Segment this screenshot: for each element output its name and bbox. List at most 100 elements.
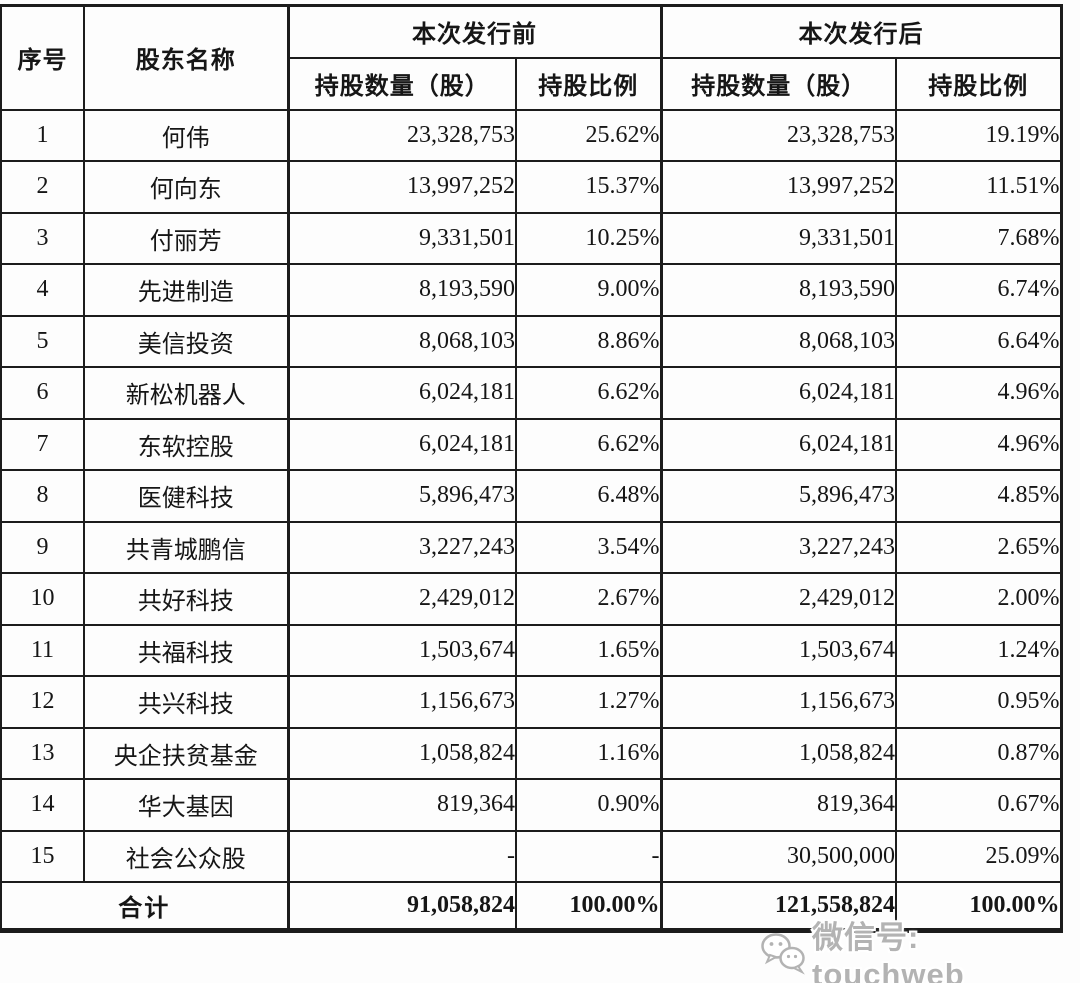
- total-ratio-before: 100.00%: [515, 881, 662, 931]
- cell-ratio-after: 4.96%: [895, 417, 1062, 471]
- cell-shares-before: 8,193,590: [286, 263, 517, 317]
- cell-shares-after: 13,997,252: [659, 160, 897, 214]
- cell-shares-before: 2,429,012: [286, 572, 517, 626]
- cell-shareholder-name: 华大基因: [83, 778, 289, 832]
- cell-ratio-after: 25.09%: [895, 829, 1062, 883]
- table-row: 9 共青城鹏信 3,227,243 3.54% 3,227,243 2.65%: [0, 520, 1062, 574]
- cell-shareholder-name: 共福科技: [83, 623, 289, 677]
- cell-shares-after: 6,024,181: [659, 417, 897, 471]
- cell-shares-after: 5,896,473: [659, 469, 897, 523]
- cell-ratio-before: 25.62%: [515, 108, 662, 162]
- cell-index: 3: [0, 211, 85, 265]
- cell-shares-after: 1,058,824: [659, 726, 897, 780]
- cell-ratio-after: 7.68%: [895, 211, 1062, 265]
- cell-ratio-before: 8.86%: [515, 314, 662, 368]
- cell-index: 4: [0, 263, 85, 317]
- cell-index: 15: [0, 829, 85, 883]
- cell-ratio-after: 6.74%: [895, 263, 1062, 317]
- table-body: 1 何伟 23,328,753 25.62% 23,328,753 19.19%…: [0, 108, 1062, 883]
- cell-ratio-before: 15.37%: [515, 160, 662, 214]
- header-index: 序号: [0, 4, 85, 111]
- cell-shareholder-name: 医健科技: [83, 469, 289, 523]
- cell-shares-before: 8,068,103: [286, 314, 517, 368]
- table-footer: 合计 91,058,824 100.00% 121,558,824 100.00…: [0, 881, 1062, 931]
- header-ratio-before: 持股比例: [515, 56, 662, 111]
- cell-shareholder-name: 共好科技: [83, 572, 289, 626]
- cell-ratio-before: 0.90%: [515, 778, 662, 832]
- cell-index: 6: [0, 366, 85, 420]
- cell-index: 14: [0, 778, 85, 832]
- cell-ratio-after: 0.87%: [895, 726, 1062, 780]
- header-ratio-after: 持股比例: [895, 56, 1062, 111]
- cell-shareholder-name: 先进制造: [83, 263, 289, 317]
- cell-shares-after: 1,156,673: [659, 675, 897, 729]
- total-shares-before: 91,058,824: [286, 881, 517, 931]
- table-row: 6 新松机器人 6,024,181 6.62% 6,024,181 4.96%: [0, 366, 1062, 420]
- cell-shares-before: 819,364: [286, 778, 517, 832]
- table-row: 3 付丽芳 9,331,501 10.25% 9,331,501 7.68%: [0, 211, 1062, 265]
- cell-ratio-after: 2.65%: [895, 520, 1062, 574]
- cell-shareholder-name: 美信投资: [83, 314, 289, 368]
- cell-ratio-before: 3.54%: [515, 520, 662, 574]
- cell-shares-before: 6,024,181: [286, 417, 517, 471]
- cell-shareholder-name: 社会公众股: [83, 829, 289, 883]
- cell-shareholder-name: 共青城鹏信: [83, 520, 289, 574]
- total-label: 合计: [0, 881, 289, 931]
- cell-shares-after: 23,328,753: [659, 108, 897, 162]
- cell-shares-before: 1,503,674: [286, 623, 517, 677]
- header-shares-before: 持股数量（股）: [286, 56, 517, 111]
- cell-shares-after: 1,503,674: [659, 623, 897, 677]
- table-row: 7 东软控股 6,024,181 6.62% 6,024,181 4.96%: [0, 417, 1062, 471]
- cell-index: 10: [0, 572, 85, 626]
- cell-ratio-after: 0.95%: [895, 675, 1062, 729]
- cell-ratio-after: 0.67%: [895, 778, 1062, 832]
- cell-ratio-before: 2.67%: [515, 572, 662, 626]
- cell-shares-after: 30,500,000: [659, 829, 897, 883]
- cell-shareholder-name: 何伟: [83, 108, 289, 162]
- total-row: 合计 91,058,824 100.00% 121,558,824 100.00…: [0, 881, 1062, 931]
- table-row: 14 华大基因 819,364 0.90% 819,364 0.67%: [0, 778, 1062, 832]
- cell-shares-before: 5,896,473: [286, 469, 517, 523]
- cell-shares-after: 9,331,501: [659, 211, 897, 265]
- cell-index: 9: [0, 520, 85, 574]
- cell-shares-after: 8,068,103: [659, 314, 897, 368]
- table-row: 15 社会公众股 - - 30,500,000 25.09%: [0, 829, 1062, 883]
- cell-shares-before: 3,227,243: [286, 520, 517, 574]
- cell-shareholder-name: 东软控股: [83, 417, 289, 471]
- table-row: 5 美信投资 8,068,103 8.86% 8,068,103 6.64%: [0, 314, 1062, 368]
- cell-ratio-after: 11.51%: [895, 160, 1062, 214]
- table-row: 2 何向东 13,997,252 15.37% 13,997,252 11.51…: [0, 160, 1062, 214]
- cell-shares-after: 819,364: [659, 778, 897, 832]
- cell-ratio-before: 10.25%: [515, 211, 662, 265]
- cell-ratio-after: 1.24%: [895, 623, 1062, 677]
- cell-shares-before: 9,331,501: [286, 211, 517, 265]
- cell-shares-before: 23,328,753: [286, 108, 517, 162]
- cell-index: 7: [0, 417, 85, 471]
- cell-ratio-before: 6.62%: [515, 417, 662, 471]
- cell-ratio-after: 19.19%: [895, 108, 1062, 162]
- cell-ratio-after: 6.64%: [895, 314, 1062, 368]
- cell-index: 8: [0, 469, 85, 523]
- cell-index: 1: [0, 108, 85, 162]
- cell-ratio-before: 6.48%: [515, 469, 662, 523]
- cell-ratio-before: 6.62%: [515, 366, 662, 420]
- cell-shareholder-name: 何向东: [83, 160, 289, 214]
- cell-ratio-before: 1.16%: [515, 726, 662, 780]
- cell-index: 5: [0, 314, 85, 368]
- cell-shares-after: 3,227,243: [659, 520, 897, 574]
- cell-shares-after: 6,024,181: [659, 366, 897, 420]
- header-group-before-issue: 本次发行前: [286, 4, 662, 59]
- cell-index: 2: [0, 160, 85, 214]
- header-row-subcolumns: 持股数量（股） 持股比例 持股数量（股） 持股比例: [1, 56, 1062, 111]
- cell-shares-before: 13,997,252: [286, 160, 517, 214]
- table-row: 13 央企扶贫基金 1,058,824 1.16% 1,058,824 0.87…: [0, 726, 1062, 780]
- cell-index: 12: [0, 675, 85, 729]
- total-ratio-after: 100.00%: [895, 881, 1062, 931]
- cell-index: 11: [0, 623, 85, 677]
- cell-shares-before: 1,058,824: [286, 726, 517, 780]
- header-shareholder-name: 股东名称: [83, 4, 289, 111]
- cell-shareholder-name: 央企扶贫基金: [83, 726, 289, 780]
- cell-ratio-before: 1.65%: [515, 623, 662, 677]
- total-shares-after: 121,558,824: [659, 881, 897, 931]
